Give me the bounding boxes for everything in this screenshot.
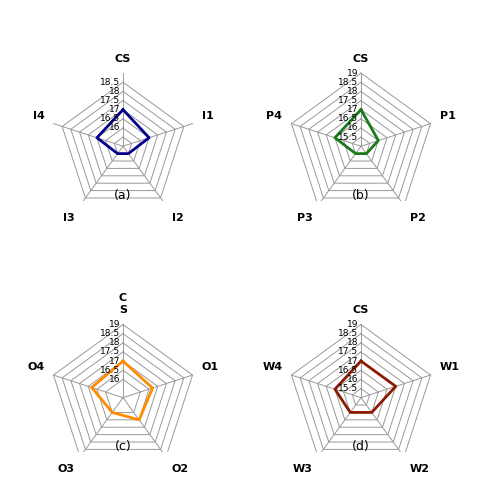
Text: 16: 16 [347,375,358,384]
Text: 18: 18 [347,87,358,96]
Text: 18.5: 18.5 [100,78,120,86]
Text: 18.5: 18.5 [100,329,120,338]
Text: W3: W3 [292,464,313,474]
Text: (b): (b) [352,188,370,202]
Text: 16.5: 16.5 [100,114,120,124]
Text: CS: CS [115,54,131,64]
Text: O3: O3 [58,464,75,474]
Text: 16: 16 [108,375,120,384]
Text: 16.5: 16.5 [338,114,358,124]
Text: 16.5: 16.5 [338,366,358,374]
Text: O1: O1 [201,362,219,372]
Text: I2: I2 [171,213,183,223]
Text: C
S: C S [119,294,127,315]
Text: 16: 16 [108,124,120,132]
Text: W1: W1 [439,362,460,372]
Text: 15.5: 15.5 [338,384,358,393]
Text: 19: 19 [108,320,120,329]
Text: 18: 18 [108,338,120,347]
Text: 18.5: 18.5 [338,78,358,86]
Text: 15.5: 15.5 [338,132,358,141]
Text: P3: P3 [297,213,313,223]
Text: 17.5: 17.5 [338,96,358,105]
Text: (a): (a) [114,188,132,202]
Text: (c): (c) [115,440,131,453]
Text: 17: 17 [347,356,358,366]
Text: CS: CS [353,305,369,315]
Text: 16.5: 16.5 [100,366,120,374]
Text: P2: P2 [409,213,425,223]
Text: W4: W4 [262,362,283,372]
Text: 19: 19 [347,320,358,329]
Text: 17: 17 [108,356,120,366]
Text: I3: I3 [63,213,75,223]
Text: 17.5: 17.5 [100,96,120,105]
Text: (d): (d) [352,440,370,453]
Text: 17: 17 [108,105,120,114]
Text: 18.5: 18.5 [338,329,358,338]
Text: 17: 17 [347,105,358,114]
Text: 16: 16 [347,124,358,132]
Text: P4: P4 [266,110,283,120]
Text: P1: P1 [439,110,455,120]
Text: W2: W2 [409,464,430,474]
Text: 17.5: 17.5 [100,348,120,356]
Text: I1: I1 [201,110,213,120]
Text: 18: 18 [347,338,358,347]
Text: O4: O4 [27,362,45,372]
Text: CS: CS [353,54,369,64]
Text: I4: I4 [32,110,45,120]
Text: 18: 18 [108,87,120,96]
Text: 17.5: 17.5 [338,348,358,356]
Text: O2: O2 [171,464,189,474]
Text: 19: 19 [347,68,358,78]
